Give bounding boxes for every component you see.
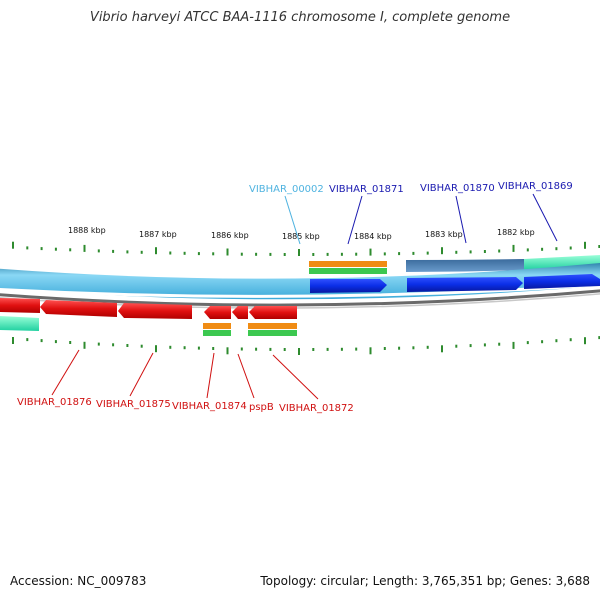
- gene-vibhar-01871[interactable]: [310, 279, 387, 293]
- leader-line: [272, 354, 319, 400]
- label-leader-lines: [51, 193, 558, 400]
- feature-blocks-top: [309, 261, 387, 274]
- cds-track-inner: [0, 316, 297, 336]
- gene-label[interactable]: VIBHAR_01874: [172, 401, 247, 412]
- leader-line: [129, 352, 154, 397]
- gene-label[interactable]: pspB: [249, 402, 274, 413]
- leader-line: [347, 195, 363, 245]
- leader-line: [455, 195, 467, 244]
- leader-line: [237, 353, 255, 399]
- leader-line: [284, 195, 301, 245]
- scale-labels: 1888 kbp 1887 kbp 1886 kbp 1885 kbp 1884…: [68, 226, 535, 241]
- scale-label: 1882 kbp: [497, 228, 535, 237]
- genome-title: Vibrio harveyi ATCC BAA-1116 chromosome …: [89, 10, 511, 25]
- gene-label[interactable]: VIBHAR_01869: [498, 181, 573, 192]
- gene-vibhar-01869[interactable]: [524, 274, 600, 289]
- scale-ticks-bottom: [12, 336, 600, 355]
- feature-orange: [309, 261, 387, 267]
- scale-label: 1888 kbp: [68, 226, 106, 235]
- gene-labels-top: VIBHAR_00002 VIBHAR_01871 VIBHAR_01870 V…: [249, 181, 573, 195]
- feature-green: [309, 268, 387, 274]
- reverse-genes[interactable]: [0, 298, 297, 319]
- feature-green: [248, 330, 297, 336]
- inner-ring: [0, 289, 600, 307]
- forward-genes[interactable]: [310, 274, 600, 293]
- scale-label: 1887 kbp: [139, 230, 177, 239]
- track-separator: [0, 283, 600, 298]
- leader-line: [206, 352, 215, 399]
- leader-line: [51, 349, 80, 396]
- gene-label[interactable]: VIBHAR_01876: [17, 397, 92, 408]
- gene-vibhar-01872[interactable]: [249, 306, 297, 319]
- gene-vibhar-01875[interactable]: [118, 303, 192, 319]
- feature-green: [203, 330, 231, 336]
- gene-vibhar-01870[interactable]: [407, 277, 523, 292]
- gene-label[interactable]: VIBHAR_01870: [420, 183, 495, 194]
- topology-label: Topology: circular; Length: 3,765,351 bp…: [260, 574, 590, 588]
- gene-vibhar-01876[interactable]: [40, 300, 117, 317]
- cds-feature: [406, 259, 524, 272]
- gene-vibhar-01874[interactable]: [204, 306, 231, 319]
- feature-orange: [248, 323, 297, 329]
- gene-vibhar-01877[interactable]: [0, 298, 40, 313]
- scale-ticks-top: [12, 241, 600, 256]
- cds-feature: [0, 316, 39, 331]
- accession-label: Accession: NC_009783: [10, 574, 147, 588]
- gene-label[interactable]: VIBHAR_01875: [96, 399, 171, 410]
- gene-label[interactable]: VIBHAR_01872: [279, 403, 354, 414]
- scale-label: 1885 kbp: [282, 232, 320, 241]
- scale-label: 1886 kbp: [211, 231, 249, 240]
- scale-label: 1883 kbp: [425, 230, 463, 239]
- gene-label[interactable]: VIBHAR_01871: [329, 184, 404, 195]
- scale-label: 1884 kbp: [354, 232, 392, 241]
- feature-orange: [203, 323, 231, 329]
- leader-line: [532, 193, 558, 242]
- gene-pspb[interactable]: [232, 306, 248, 319]
- gene-label[interactable]: VIBHAR_00002: [249, 184, 324, 195]
- gene-labels-bottom: VIBHAR_01876 VIBHAR_01875 VIBHAR_01874 p…: [17, 397, 354, 414]
